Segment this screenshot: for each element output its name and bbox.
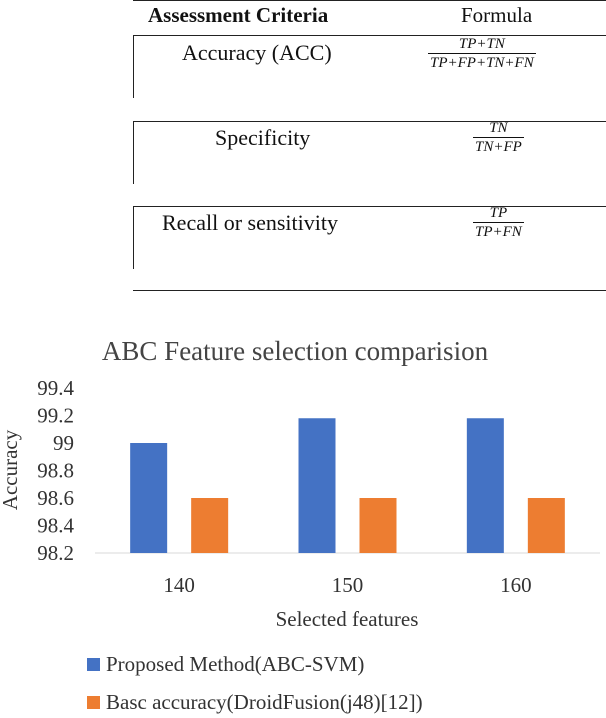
y-tick-label: 99.2: [37, 404, 74, 428]
formula-specificity: TN TN+FP: [473, 120, 524, 155]
legend-swatch-proposed: [87, 658, 100, 671]
bar-baseline-160: [527, 498, 565, 553]
y-tick-label: 98.4: [37, 514, 74, 538]
x-tick-label: 150: [332, 573, 364, 597]
y-tick-label: 98.8: [37, 459, 74, 483]
header-formula: Formula: [461, 3, 533, 27]
x-tick-label: 140: [163, 573, 195, 597]
table-row-specificity: Specificity TN TN+FP: [133, 120, 606, 184]
fraction-bar: [428, 53, 536, 54]
bar-baseline-140: [191, 498, 229, 553]
formula-recall-denominator: TP+FN: [475, 224, 522, 240]
fraction-bar: [473, 222, 524, 223]
bar-proposed-150: [298, 418, 336, 553]
criteria-specificity: Specificity: [215, 125, 311, 150]
y-tick-label: 98.2: [37, 541, 74, 565]
criteria-accuracy: Accuracy (ACC): [182, 40, 332, 65]
y-tick-labels: 98.2 98.4 98.6 98.8 99 99.2 99.4: [37, 376, 74, 565]
fraction-bar: [473, 137, 524, 138]
legend-item-baseline: Basc accuracy(DroidFusion(j48)[12]): [87, 690, 423, 715]
legend-item-proposed: Proposed Method(ABC-SVM): [87, 652, 364, 677]
table-row-accuracy: Accuracy (ACC) TP+TN TP+FP+TN+FN: [133, 36, 606, 98]
formula-specificity-numerator: TN: [489, 120, 508, 136]
formula-accuracy-denominator: TP+FP+TN+FN: [430, 55, 534, 71]
y-tick-label: 98.6: [37, 486, 74, 510]
legend-label-proposed: Proposed Method(ABC-SVM): [106, 652, 365, 676]
table-bottom-rule: [133, 290, 606, 291]
bar-proposed-140: [130, 443, 168, 553]
bar-proposed-160: [466, 418, 504, 553]
legend-label-baseline: Basc accuracy(DroidFusion(j48)[12]): [106, 690, 423, 714]
x-tick-labels: 140 150 160: [163, 573, 531, 597]
bar-baseline-150: [359, 498, 397, 553]
legend-swatch-baseline: [87, 696, 100, 709]
y-axis-label: Accuracy: [0, 429, 22, 510]
table-row-recall: Recall or sensitivity TP TP+FN: [133, 205, 606, 269]
x-axis-label: Selected features: [276, 607, 419, 631]
formula-specificity-denominator: TN+FP: [475, 139, 522, 155]
chart-title: ABC Feature selection comparision: [102, 336, 489, 366]
criteria-recall: Recall or sensitivity: [162, 210, 338, 235]
formula-recall-numerator: TP: [489, 205, 508, 221]
y-tick-label: 99.4: [37, 376, 74, 400]
formula-recall: TP TP+FN: [473, 205, 524, 240]
bars: [130, 418, 565, 553]
bar-chart: ABC Feature selection comparision Accura…: [0, 336, 600, 631]
table-top-rule: [133, 0, 606, 1]
header-assessment-criteria: Assessment Criteria: [148, 3, 329, 27]
header-rule: [133, 35, 606, 36]
x-tick-label: 160: [500, 573, 532, 597]
formula-accuracy: TP+TN TP+FP+TN+FN: [428, 36, 536, 71]
y-tick-label: 99: [53, 431, 74, 455]
formula-accuracy-numerator: TP+TN: [458, 36, 505, 52]
